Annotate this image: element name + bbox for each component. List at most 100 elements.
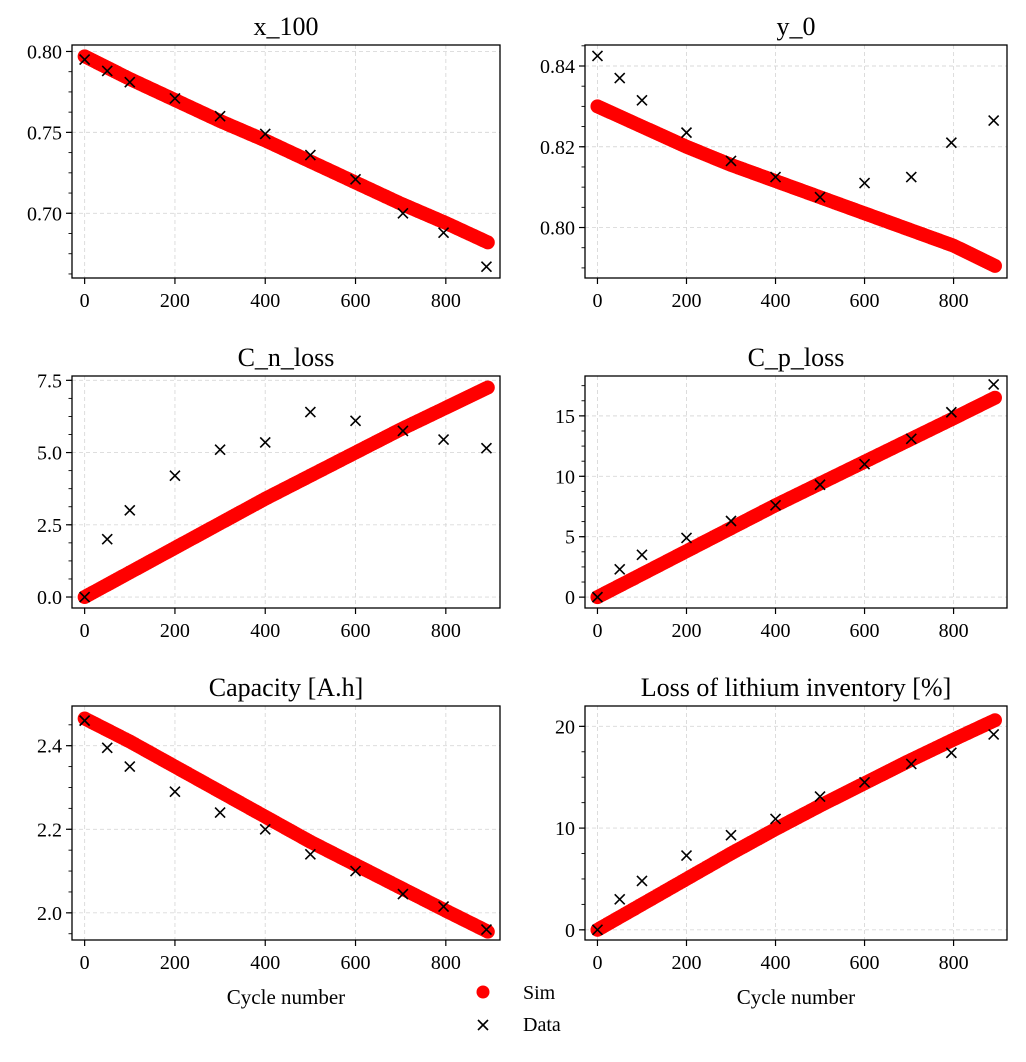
legend-sim-label: Sim xyxy=(523,982,556,1004)
data-point-stroke xyxy=(614,893,626,905)
data-point xyxy=(101,533,113,545)
y-tick-label: 15 xyxy=(555,406,575,428)
data-series xyxy=(79,53,493,273)
data-point-stroke xyxy=(124,504,136,516)
x-tick-label: 200 xyxy=(671,290,701,312)
data-point xyxy=(259,823,271,835)
data-point-stroke xyxy=(437,433,450,446)
data-point-stroke xyxy=(945,406,957,418)
plot-frame xyxy=(71,375,501,609)
panel-title: y_0 xyxy=(777,12,816,41)
x-tick-label: 400 xyxy=(250,290,280,312)
legend-sim-marker xyxy=(476,985,490,999)
data-point-stroke xyxy=(858,177,871,189)
data-point xyxy=(988,378,1000,391)
data-point xyxy=(814,790,826,803)
data-point-stroke xyxy=(304,848,316,860)
x-tick-label: 0 xyxy=(80,952,90,974)
data-point xyxy=(214,110,226,122)
data-point xyxy=(304,848,316,860)
x-tick-label: 0 xyxy=(592,290,602,312)
data-point xyxy=(614,893,626,905)
data-series xyxy=(79,715,493,936)
data-point-stroke xyxy=(725,515,737,527)
data-series xyxy=(591,50,1000,203)
data-point-stroke xyxy=(169,92,181,104)
data-point xyxy=(769,499,782,511)
data-point xyxy=(437,901,450,913)
legend-data-marker xyxy=(477,1019,489,1031)
data-point xyxy=(945,406,957,418)
data-point xyxy=(169,470,181,482)
data-point-stroke xyxy=(124,761,136,773)
data-point-stroke xyxy=(636,875,648,887)
data-point xyxy=(988,114,1000,127)
data-point-stroke xyxy=(480,923,493,936)
data-series xyxy=(79,406,493,603)
data-point xyxy=(397,888,409,900)
data-point-stroke xyxy=(259,823,271,835)
data-point xyxy=(725,829,737,841)
data-point-stroke xyxy=(905,758,917,770)
x-tick-label: 800 xyxy=(939,620,969,642)
data-point xyxy=(858,458,871,470)
x-tick-label: 600 xyxy=(341,290,371,312)
data-point-stroke xyxy=(480,261,493,273)
x-tick-label: 600 xyxy=(341,952,371,974)
data-point xyxy=(169,786,181,798)
sim-point xyxy=(987,390,1002,405)
data-point xyxy=(680,532,693,544)
data-point xyxy=(636,875,648,887)
data-point xyxy=(124,504,136,516)
data-point-stroke xyxy=(858,776,871,788)
y-tick-label: 0 xyxy=(565,920,575,942)
data-point xyxy=(614,72,626,84)
data-point-stroke xyxy=(79,591,91,603)
x-tick-label: 400 xyxy=(761,620,791,642)
sim-point xyxy=(480,235,495,250)
data-point xyxy=(725,515,737,527)
data-point xyxy=(680,849,693,862)
data-point-stroke xyxy=(304,406,316,418)
data-point xyxy=(905,171,917,183)
data-point-stroke xyxy=(259,436,271,449)
data-point xyxy=(79,53,91,66)
data-point-stroke xyxy=(814,191,826,203)
data-point xyxy=(79,591,91,603)
sim-series xyxy=(590,390,1002,605)
data-point-stroke xyxy=(814,790,826,803)
sim-series xyxy=(77,380,495,605)
data-point-stroke xyxy=(945,747,957,759)
data-point xyxy=(304,149,316,161)
data-point-stroke xyxy=(349,173,362,185)
y-tick-label: 7.5 xyxy=(37,370,62,392)
data-point xyxy=(591,591,604,603)
data-point xyxy=(214,444,226,456)
data-point-stroke xyxy=(79,715,91,727)
y-tick-label: 2.4 xyxy=(37,736,62,758)
data-point-stroke xyxy=(769,499,782,511)
y-tick-label: 2.0 xyxy=(37,903,62,925)
data-point xyxy=(259,436,271,449)
data-point-stroke xyxy=(858,458,871,470)
data-point-stroke xyxy=(769,813,782,825)
plot-frame xyxy=(71,705,501,941)
data-series xyxy=(591,378,1000,603)
data-point-stroke xyxy=(79,53,91,66)
plot-frame xyxy=(584,375,1008,609)
y-tick-label: 10 xyxy=(555,818,575,840)
data-point xyxy=(769,171,782,183)
data-point xyxy=(905,433,917,445)
plot-frame xyxy=(584,44,1008,279)
x-tick-label: 600 xyxy=(850,952,880,974)
subplot-6: 0 200 400 600 800 0 10 20 Loss of lithium invent… xyxy=(555,673,1008,1009)
y-tick-label: 0 xyxy=(565,587,575,609)
x-tick-label: 600 xyxy=(341,620,371,642)
y-tick-label: 2.5 xyxy=(37,515,62,537)
x-tick-label: 0 xyxy=(592,620,602,642)
x-tick-label: 200 xyxy=(160,952,190,974)
x-axis-label: Cycle number xyxy=(737,985,855,1009)
y-tick-label: 0.82 xyxy=(540,137,575,159)
panel-title: Capacity [A.h] xyxy=(209,673,364,702)
